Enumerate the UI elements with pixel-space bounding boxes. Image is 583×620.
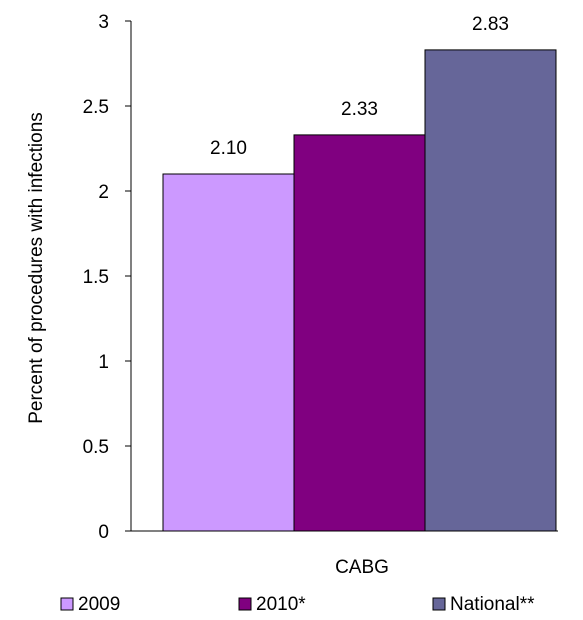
bar-data-label: 2.33 xyxy=(341,99,378,120)
legend-label: National** xyxy=(450,594,535,615)
y-tick-label: 1.5 xyxy=(83,267,109,288)
legend-swatch xyxy=(60,597,74,611)
x-categories: CABG xyxy=(335,557,389,578)
legend-label: 2009 xyxy=(78,594,120,615)
y-tick-label: 2 xyxy=(98,182,109,203)
y-ticks: 0 0.5 1 1.5 2 2.5 3 xyxy=(83,12,131,543)
bar-data-label: 2.83 xyxy=(472,14,509,35)
y-tick-label: 0.5 xyxy=(83,437,109,458)
bar-0 xyxy=(162,173,295,532)
y-tick-label: 1 xyxy=(98,352,109,373)
y-axis-title: Percent of procedures with infections xyxy=(26,112,47,424)
bars: 2.10 2.33 2.83 xyxy=(162,14,557,532)
bar-1 xyxy=(293,134,426,532)
legend-label: 2010* xyxy=(256,594,306,615)
y-tick-label: 0 xyxy=(98,522,109,543)
x-category-label: CABG xyxy=(335,557,389,578)
y-tick-label: 3 xyxy=(98,12,109,33)
legend-swatch xyxy=(238,597,252,611)
legend-swatch xyxy=(432,597,446,611)
y-tick-label: 2.5 xyxy=(83,97,109,118)
bar-data-label: 2.10 xyxy=(210,138,247,159)
legend: 2009 2010* National** xyxy=(60,594,535,615)
bar-2 xyxy=(424,49,557,532)
